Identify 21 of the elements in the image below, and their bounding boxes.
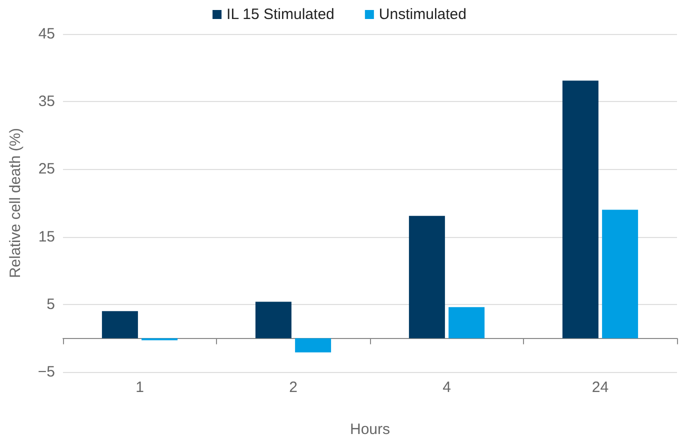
y-tick-label: 45 [38,26,55,42]
x-axis-title: Hours [350,421,390,438]
legend-label: IL 15 Stimulated [226,6,334,23]
legend-label: Unstimulated [378,6,466,23]
y-axis-title: Relative cell death (%) [7,128,24,278]
y-tick-label: 5 [46,296,55,313]
bar [102,311,138,338]
bar [602,210,638,338]
bar [255,302,292,338]
bar [562,80,598,338]
bar [448,307,485,338]
y-tick-label: −5 [38,364,55,380]
bar [295,338,332,352]
x-tick-label: 4 [442,379,451,396]
y-tick-label: 15 [38,228,55,246]
y-tick-label: 35 [38,93,55,110]
x-tick-label: 2 [289,379,298,396]
x-tick-label: 1 [136,379,144,396]
y-tick-label: 25 [38,160,55,178]
x-tick-label: 24 [592,379,609,396]
bar [408,216,445,338]
